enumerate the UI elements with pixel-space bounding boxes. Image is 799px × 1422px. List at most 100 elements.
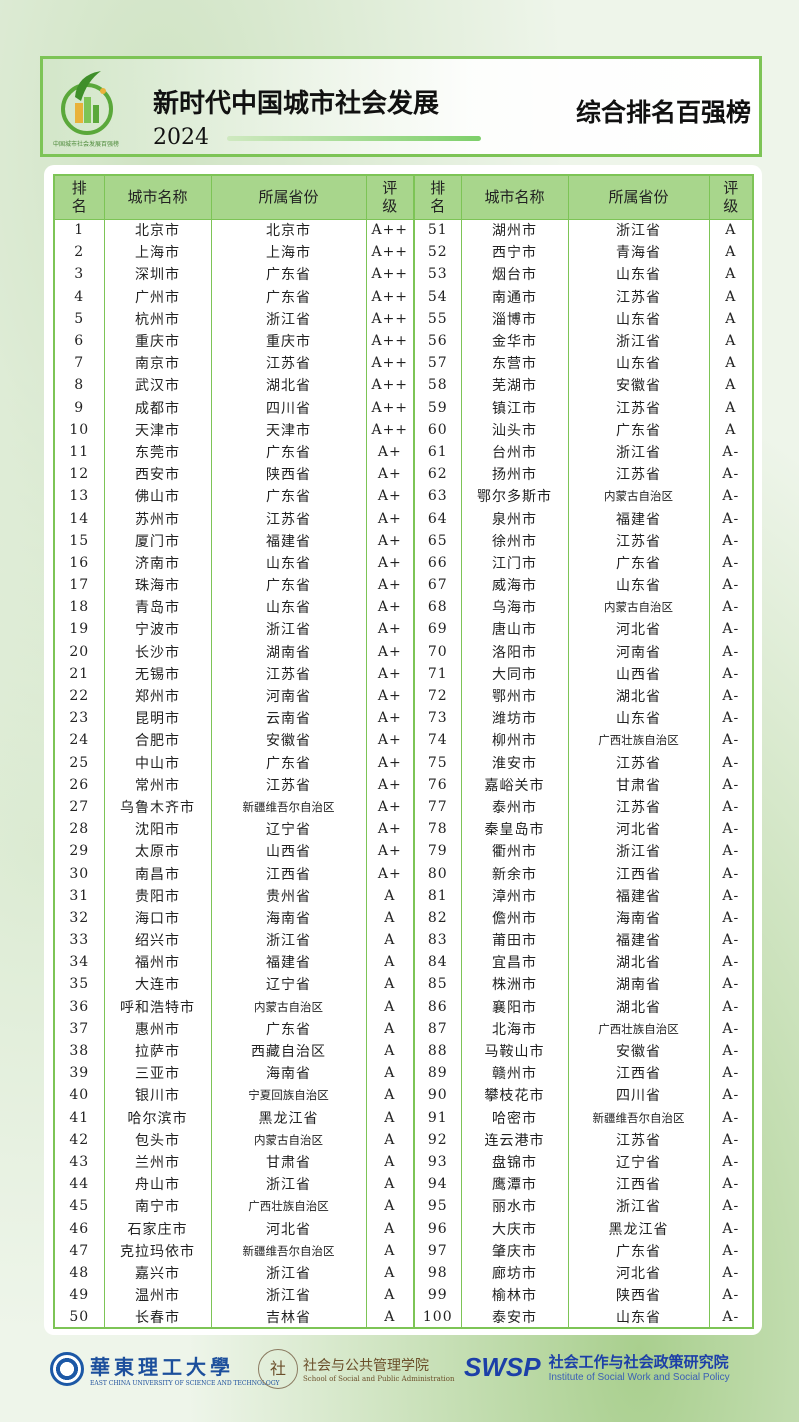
city-cell: 鄂尔多斯市 [460, 485, 569, 508]
province-cell: 河南省 [210, 684, 367, 708]
province-cell: 广西壮族自治区 [567, 1017, 710, 1040]
city-cell: 武汉市 [103, 374, 212, 397]
rank-cell: 85 [413, 973, 462, 996]
grade-cell: A [365, 1217, 415, 1240]
city-cell: 东莞市 [103, 440, 212, 464]
province-cell: 安徽省 [210, 729, 367, 752]
province-cell: 内蒙古自治区 [567, 485, 710, 508]
grade-cell: A- [708, 1239, 754, 1262]
rank-cell: 30 [53, 862, 105, 885]
city-cell: 拉萨市 [103, 1039, 212, 1063]
rank-cell: 36 [53, 995, 105, 1018]
ecust-seal-icon [50, 1352, 84, 1386]
grade-cell: A- [708, 1284, 754, 1307]
province-cell: 安徽省 [567, 374, 710, 397]
grade-cell: A+ [365, 485, 415, 508]
province-cell: 广东省 [567, 1239, 710, 1262]
table-row: 35 大连市 辽宁省 A 85 株洲市 湖南省 A- [53, 973, 754, 996]
ecust-logo: 華東理工大學 EAST CHINA UNIVERSITY OF SCIENCE … [50, 1351, 279, 1387]
table-row: 32 海口市 海南省 A 82 儋州市 海南省 A- [53, 906, 754, 929]
grade-cell: A+ [365, 596, 415, 619]
rank-cell: 69 [413, 618, 462, 641]
table-row: 36 呼和浩特市 内蒙古自治区 A 86 襄阳市 湖北省 A- [53, 995, 754, 1018]
grade-cell: A+ [365, 773, 415, 796]
grade-cell: A- [708, 707, 754, 730]
grade-cell: A+ [365, 729, 415, 752]
city-cell: 三亚市 [103, 1062, 212, 1085]
rank-cell: 62 [413, 463, 462, 486]
province-cell: 山东省 [567, 1306, 710, 1329]
grade-cell: A [708, 374, 754, 397]
province-cell: 黑龙江省 [567, 1217, 710, 1240]
city-cell: 肇庆市 [460, 1239, 569, 1262]
grade-cell: A+ [365, 640, 415, 663]
city-cell: 株洲市 [460, 973, 569, 996]
grade-cell: A++ [365, 418, 415, 441]
grade-cell: A [365, 1106, 415, 1129]
city-cell: 北京市 [103, 219, 212, 242]
grade-cell: A++ [365, 219, 415, 242]
table-row: 21 无锡市 江苏省 A+ 71 大同市 山西省 A- [53, 662, 754, 685]
col-grade: 评级 [365, 174, 415, 220]
city-cell: 潍坊市 [460, 707, 569, 730]
rank-cell: 72 [413, 684, 462, 708]
city-cell: 宜昌市 [460, 951, 569, 974]
table-row: 34 福州市 福建省 A 84 宜昌市 湖北省 A- [53, 951, 754, 974]
province-cell: 上海市 [210, 241, 367, 264]
city-cell: 泉州市 [460, 507, 569, 530]
table-row: 27 乌鲁木齐市 新疆维吾尔自治区 A+ 77 泰州市 江苏省 A- [53, 795, 754, 819]
province-cell: 广西壮族自治区 [210, 1195, 367, 1218]
table-row: 50 长春市 吉林省 A 100 泰安市 山东省 A- [53, 1306, 754, 1329]
grade-cell: A [365, 1017, 415, 1040]
province-cell: 陕西省 [567, 1284, 710, 1307]
province-cell: 浙江省 [567, 1195, 710, 1218]
province-cell: 福建省 [210, 529, 367, 552]
rank-cell: 78 [413, 818, 462, 841]
table-row: 28 沈阳市 辽宁省 A+ 78 秦皇岛市 河北省 A- [53, 818, 754, 841]
table-row: 14 苏州市 江苏省 A+ 64 泉州市 福建省 A- [53, 507, 754, 530]
city-cell: 杭州市 [103, 307, 212, 330]
city-cell: 太原市 [103, 840, 212, 863]
province-cell: 浙江省 [567, 329, 710, 353]
table-row: 7 南京市 江苏省 A++ 57 东营市 山东省 A [53, 352, 754, 375]
rank-cell: 29 [53, 840, 105, 863]
province-cell: 内蒙古自治区 [567, 596, 710, 619]
rank-cell: 53 [413, 263, 462, 286]
rank-cell: 86 [413, 995, 462, 1018]
table-row: 19 宁波市 浙江省 A+ 69 唐山市 河北省 A- [53, 618, 754, 641]
city-cell: 北海市 [460, 1017, 569, 1040]
table-row: 4 广州市 广东省 A++ 54 南通市 江苏省 A [53, 285, 754, 308]
province-cell: 山东省 [567, 574, 710, 597]
grade-cell: A++ [365, 374, 415, 397]
city-cell: 惠州市 [103, 1017, 212, 1040]
rank-cell: 98 [413, 1261, 462, 1284]
province-cell: 河北省 [567, 1261, 710, 1284]
city-cell: 兰州市 [103, 1150, 212, 1174]
table-row: 16 济南市 山东省 A+ 66 江门市 广东省 A- [53, 551, 754, 574]
city-cell: 海口市 [103, 906, 212, 929]
city-cell: 大同市 [460, 662, 569, 685]
table-row: 25 中山市 广东省 A+ 75 淮安市 江苏省 A- [53, 751, 754, 774]
grade-cell: A- [708, 840, 754, 863]
city-cell: 中山市 [103, 751, 212, 774]
grade-cell: A- [708, 951, 754, 974]
rank-cell: 17 [53, 574, 105, 597]
province-cell: 黑龙江省 [210, 1106, 367, 1129]
city-cell: 榆林市 [460, 1284, 569, 1307]
city-cell: 成都市 [103, 396, 212, 419]
city-cell: 珠海市 [103, 574, 212, 597]
rank-cell: 80 [413, 862, 462, 885]
city-cell: 银川市 [103, 1084, 212, 1107]
city-cell: 金华市 [460, 329, 569, 353]
rank-cell: 43 [53, 1150, 105, 1174]
grade-cell: A+ [365, 795, 415, 819]
province-cell: 山东省 [210, 551, 367, 574]
city-cell: 西安市 [103, 463, 212, 486]
table-row: 33 绍兴市 浙江省 A 83 莆田市 福建省 A- [53, 929, 754, 952]
rank-cell: 65 [413, 529, 462, 552]
grade-cell: A+ [365, 440, 415, 464]
grade-cell: A- [708, 995, 754, 1018]
rank-cell: 4 [53, 285, 105, 308]
province-cell: 浙江省 [567, 219, 710, 242]
province-cell: 广西壮族自治区 [567, 729, 710, 752]
